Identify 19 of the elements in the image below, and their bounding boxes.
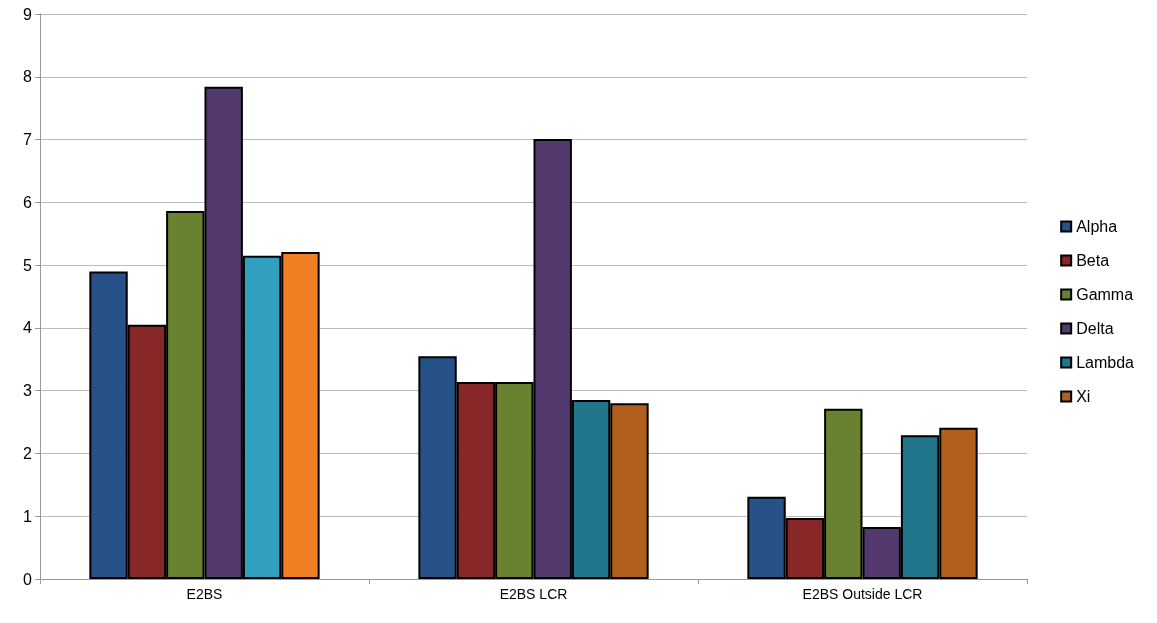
x-tick-label: E2BS LCR [499,586,568,602]
legend-label: Xi [1076,388,1091,405]
legend-label: Gamma [1076,286,1134,303]
x-tick-label: E2BS [186,586,223,602]
y-tick-label: 7 [23,131,33,149]
y-tick-label: 6 [23,193,33,211]
y-tick-label: 5 [23,256,33,274]
legend-label: Alpha [1076,218,1118,235]
x-tick-label: E2BS Outside LCR [802,586,923,602]
legend-label: Beta [1076,252,1110,269]
y-tick-label: 0 [23,570,33,588]
y-tick-label: 9 [23,5,33,23]
y-tick-label: 8 [23,68,33,86]
y-tick-label: 1 [23,507,33,525]
legend-label: Lambda [1076,354,1135,371]
y-tick-label: 2 [23,444,33,462]
legend-label: Delta [1076,320,1114,337]
y-tick-label: 3 [23,382,33,400]
y-tick-label: 4 [23,319,33,337]
